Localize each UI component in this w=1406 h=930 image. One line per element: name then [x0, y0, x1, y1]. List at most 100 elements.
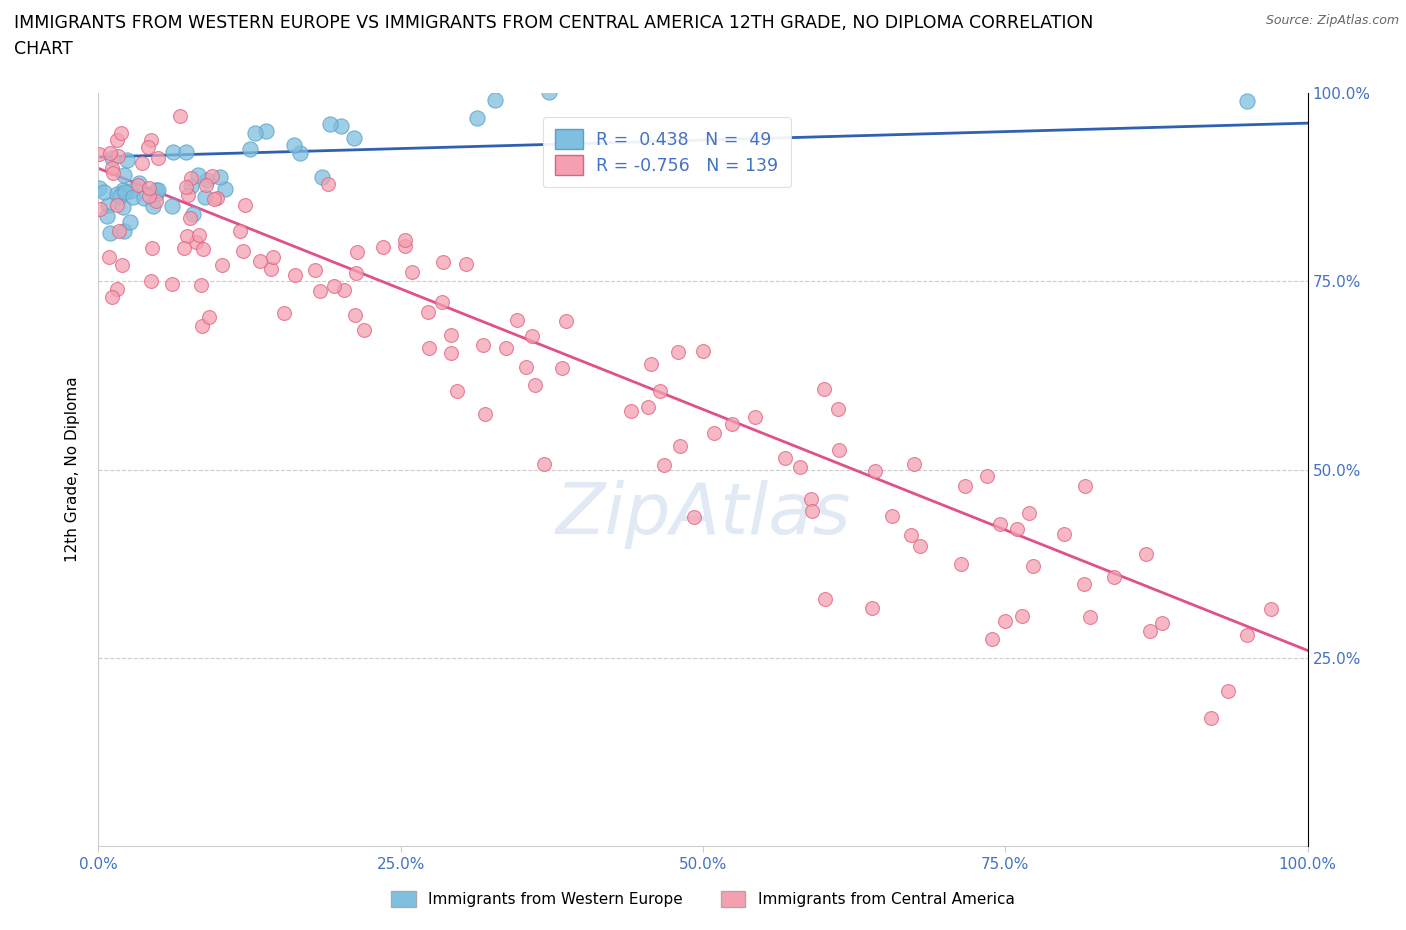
Point — [682, 510, 704, 525]
Point — [101, 151, 124, 166]
Point — [880, 509, 903, 524]
Point — [1053, 526, 1076, 541]
Point — [304, 262, 326, 277]
Point — [260, 261, 283, 276]
Point — [211, 258, 233, 272]
Point — [828, 443, 851, 458]
Point — [1018, 506, 1040, 521]
Point — [394, 233, 416, 248]
Point — [456, 257, 478, 272]
Point — [344, 265, 367, 280]
Point — [180, 171, 202, 186]
Point — [120, 215, 142, 230]
Point — [533, 457, 555, 472]
Point — [416, 304, 439, 319]
Point — [401, 264, 423, 279]
Point — [551, 361, 574, 376]
Point — [1139, 624, 1161, 639]
Point — [418, 341, 440, 356]
Point — [506, 312, 529, 327]
Text: IMMIGRANTS FROM WESTERN EUROPE VS IMMIGRANTS FROM CENTRAL AMERICA 12TH GRADE, NO: IMMIGRANTS FROM WESTERN EUROPE VS IMMIGR… — [14, 14, 1094, 32]
Point — [346, 245, 368, 259]
Point — [96, 208, 118, 223]
Point — [1199, 711, 1222, 725]
Point — [142, 198, 165, 213]
Point — [195, 178, 218, 193]
Point — [652, 458, 675, 472]
Point — [273, 306, 295, 321]
Point — [773, 451, 796, 466]
Point — [648, 383, 671, 398]
Point — [666, 345, 689, 360]
Point — [640, 357, 662, 372]
Point — [229, 224, 252, 239]
Point — [173, 241, 195, 256]
Point — [202, 192, 225, 206]
Text: ZipAtlas: ZipAtlas — [555, 481, 851, 550]
Point — [863, 464, 886, 479]
Point — [910, 538, 932, 553]
Point — [110, 126, 132, 140]
Point — [105, 186, 128, 201]
Point — [169, 108, 191, 123]
Point — [813, 591, 835, 606]
Point — [122, 190, 145, 205]
Point — [160, 276, 183, 291]
Point — [138, 189, 160, 204]
Point — [800, 491, 823, 506]
Point — [333, 282, 356, 297]
Point — [194, 190, 217, 205]
Point — [316, 177, 339, 192]
Point — [1005, 522, 1028, 537]
Text: CHART: CHART — [14, 40, 73, 58]
Point — [322, 278, 344, 293]
Point — [319, 116, 342, 131]
Legend: Immigrants from Western Europe, Immigrants from Central America: Immigrants from Western Europe, Immigran… — [385, 884, 1021, 913]
Point — [127, 178, 149, 193]
Point — [105, 133, 128, 148]
Point — [371, 240, 394, 255]
Point — [308, 284, 330, 299]
Point — [692, 344, 714, 359]
Point — [1074, 478, 1097, 493]
Point — [207, 191, 229, 206]
Point — [1260, 602, 1282, 617]
Point — [827, 402, 849, 417]
Point — [484, 92, 506, 107]
Point — [1073, 577, 1095, 591]
Point — [195, 172, 218, 187]
Point — [184, 234, 207, 249]
Point — [198, 310, 221, 325]
Point — [849, 71, 872, 86]
Point — [495, 340, 517, 355]
Point — [950, 556, 973, 571]
Point — [145, 193, 167, 208]
Point — [141, 240, 163, 255]
Point — [524, 71, 547, 86]
Point — [1078, 609, 1101, 624]
Point — [789, 459, 811, 474]
Point — [1022, 559, 1045, 574]
Point — [146, 182, 169, 197]
Point — [432, 255, 454, 270]
Point — [394, 238, 416, 253]
Point — [1236, 93, 1258, 108]
Y-axis label: 12th Grade, No Diploma: 12th Grade, No Diploma — [65, 377, 80, 563]
Point — [107, 149, 129, 164]
Point — [988, 516, 1011, 531]
Point — [105, 281, 128, 296]
Point — [953, 479, 976, 494]
Point — [330, 118, 353, 133]
Point — [214, 181, 236, 196]
Point — [118, 183, 141, 198]
Point — [188, 227, 211, 242]
Point — [284, 267, 307, 282]
Point — [97, 197, 120, 212]
Point — [98, 225, 121, 240]
Point — [134, 191, 156, 206]
Point — [208, 169, 231, 184]
Point — [465, 111, 488, 126]
Point — [1011, 608, 1033, 623]
Point — [108, 189, 131, 204]
Point — [311, 169, 333, 184]
